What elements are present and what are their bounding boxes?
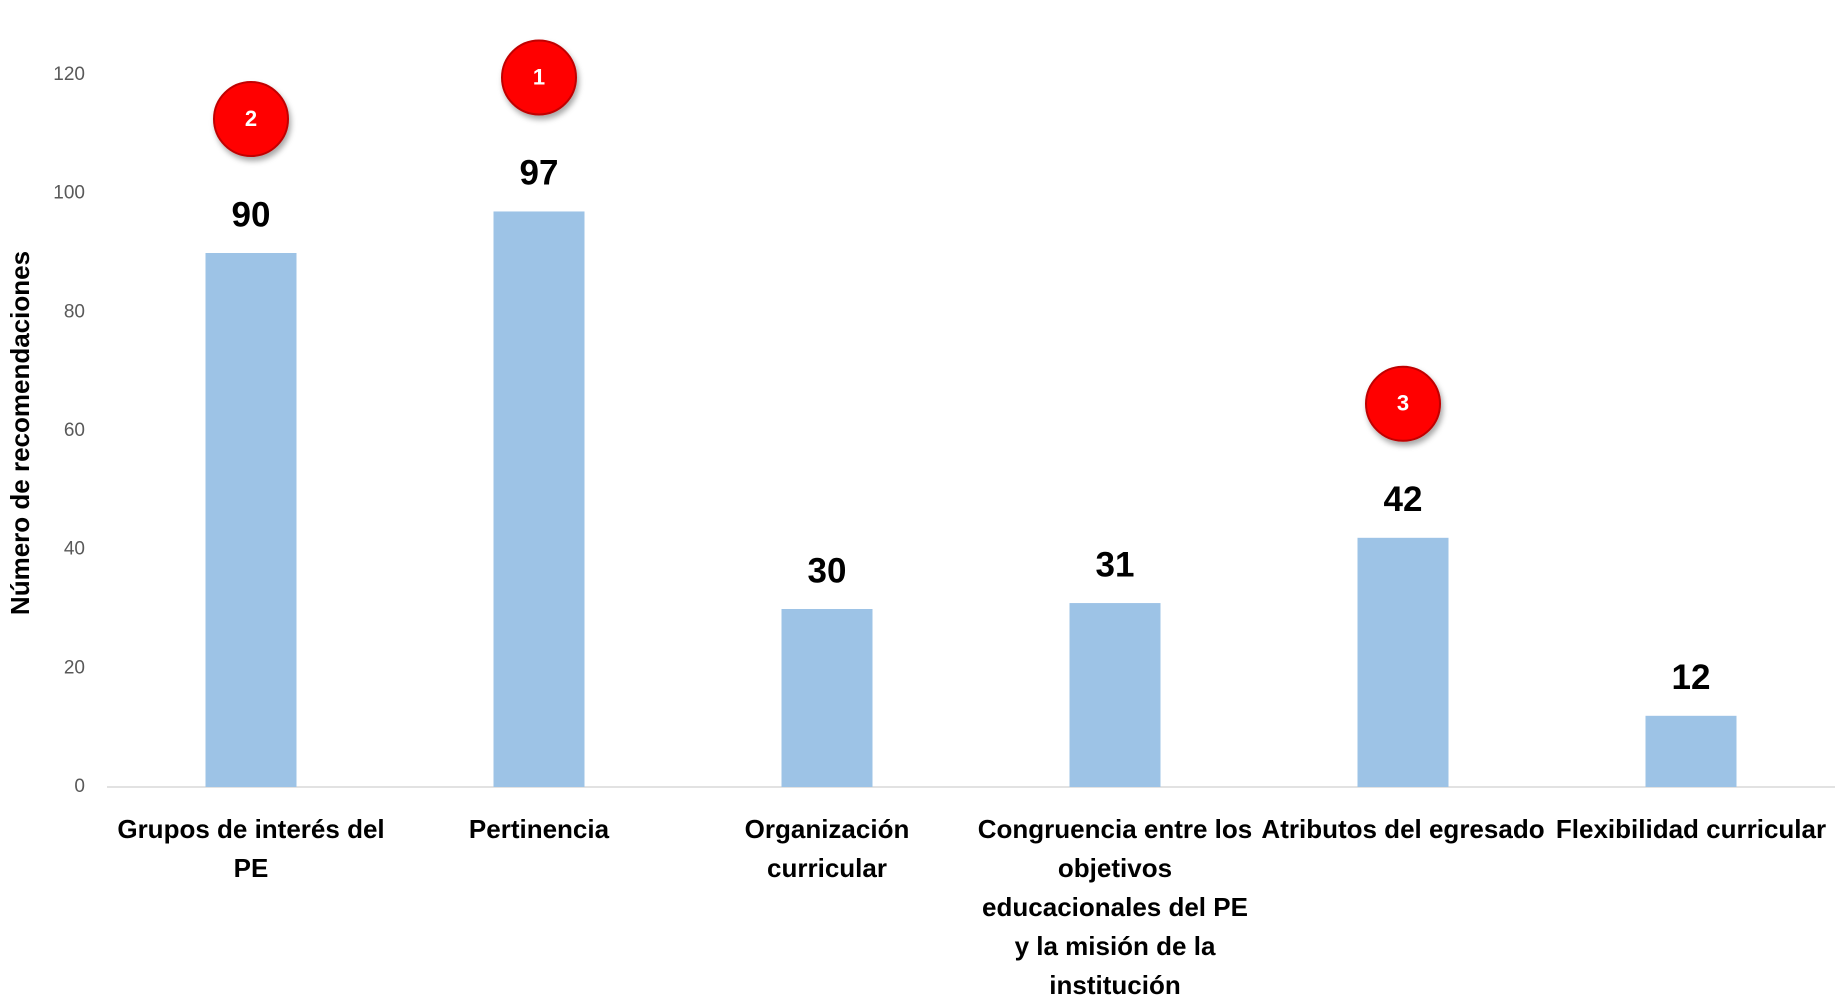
bar <box>1357 537 1449 787</box>
value-label: 42 <box>1384 480 1423 519</box>
y-tick-label: 80 <box>64 301 85 322</box>
rank-badge: 2 <box>213 81 289 157</box>
x-tick-label: Atributos del egresado <box>1261 814 1545 844</box>
bar <box>781 609 873 787</box>
x-tick-label: Grupos de interés del PE <box>117 814 385 883</box>
x-tick-label: Organización curricular <box>744 814 910 883</box>
rank-label: 1 <box>533 64 545 89</box>
value-label: 31 <box>1096 545 1135 584</box>
y-tick-label: 40 <box>64 539 85 560</box>
bar <box>205 253 297 787</box>
x-tick-label: Congruencia entre los objetivos educacio… <box>977 814 1253 995</box>
y-tick-label: 20 <box>64 657 85 678</box>
rank-circle <box>501 39 577 116</box>
bar <box>1645 715 1737 787</box>
rank-circle <box>213 81 289 157</box>
rank-badge: 3 <box>1365 365 1441 442</box>
y-axis-title: Número de recomendaciones <box>5 251 35 615</box>
value-label: 30 <box>808 551 847 590</box>
value-label: 97 <box>520 154 559 193</box>
x-tick-label: Pertinencia <box>468 814 610 844</box>
y-tick-label: 0 <box>74 776 85 797</box>
y-tick-label: 60 <box>64 420 85 441</box>
value-label: 12 <box>1672 658 1711 697</box>
y-tick-label: 100 <box>53 183 85 204</box>
y-tick-label: 120 <box>53 64 85 85</box>
rank-label: 2 <box>245 106 257 131</box>
bar <box>1069 603 1161 787</box>
bar <box>493 211 585 787</box>
rank-badge: 1 <box>501 39 577 116</box>
x-tick-label: Flexibilidad curricular <box>1555 814 1827 844</box>
rank-label: 3 <box>1397 391 1409 416</box>
rank-circle <box>1365 365 1441 442</box>
value-label: 90 <box>232 195 271 234</box>
